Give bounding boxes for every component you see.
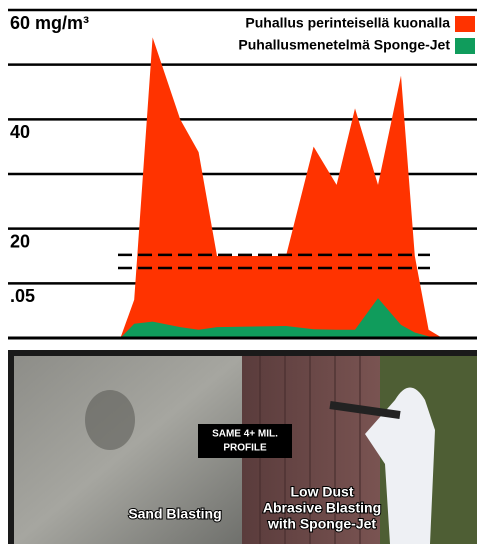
legend-label: Puhallus perinteisellä kuonalla [245, 15, 450, 31]
left-caption: Sand Blasting [128, 506, 221, 522]
chart: SAME 4+ MIL. PROFILE Sand Blasting Low D… [0, 0, 477, 544]
badge-text: PROFILE [223, 443, 267, 454]
legend-label: Puhallusmenetelmä Sponge-Jet [238, 37, 450, 53]
badge-text: SAME 4+ MIL. [212, 429, 278, 440]
y-tick-label: .05 [10, 286, 35, 306]
worker-in-dust [85, 390, 135, 450]
area [120, 37, 442, 338]
legend-swatch [455, 16, 475, 32]
page: SAME 4+ MIL. PROFILE Sand Blasting Low D… [0, 0, 477, 544]
right-caption: with Sponge-Jet [267, 516, 376, 532]
right-caption: Low Dust [291, 484, 354, 500]
legend-swatch [455, 38, 475, 54]
y-tick-label: 20 [10, 231, 30, 251]
photo: SAME 4+ MIL. PROFILE Sand Blasting Low D… [8, 350, 477, 544]
right-caption: Abrasive Blasting [263, 500, 381, 516]
y-tick-label: 40 [10, 122, 30, 142]
y-tick-label: 60 mg/m³ [10, 13, 89, 33]
